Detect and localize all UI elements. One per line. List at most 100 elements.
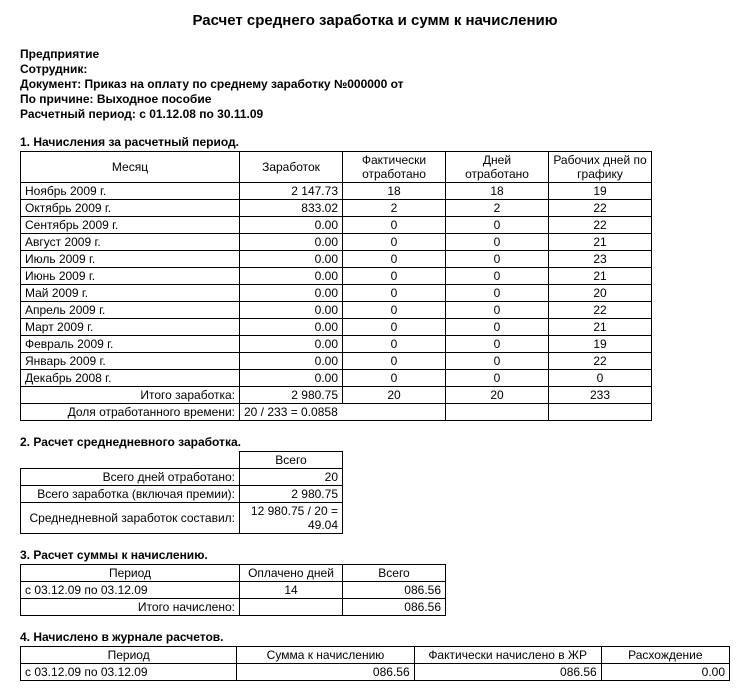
table-row: Всего заработка (включая премии):2 980.7… xyxy=(21,486,343,503)
table-cell: 0.00 xyxy=(240,353,343,370)
table-cell: 0 xyxy=(446,285,549,302)
table-row: Август 2009 г.0.000021 xyxy=(21,234,652,251)
table-row: Всего дней отработано:20 xyxy=(21,469,343,486)
table-cell: 833.02 xyxy=(240,200,343,217)
header-employee: Сотрудник: xyxy=(20,62,730,76)
s1-share-value: 20 / 233 = 0.0858 xyxy=(240,404,446,421)
s4-col-period: Период xyxy=(21,647,237,664)
table-cell: 086.56 xyxy=(343,582,446,599)
s1-total-days: 20 xyxy=(446,387,549,404)
table-cell: Январь 2009 г. xyxy=(21,353,240,370)
table-cell: 2 xyxy=(343,200,446,217)
table-cell: 0.00 xyxy=(240,370,343,387)
table-cell: 0.00 xyxy=(240,302,343,319)
table-cell: 12 980.75 / 20 = 49.04 xyxy=(240,503,343,534)
table-cell: 0 xyxy=(343,336,446,353)
table-cell: 0 xyxy=(343,370,446,387)
table-cell: Май 2009 г. xyxy=(21,285,240,302)
section1-title: 1. Начисления за расчетный период. xyxy=(20,135,730,149)
table-cell: Всего дней отработано: xyxy=(21,469,240,486)
section3-table: Период Оплачено дней Всего с 03.12.09 по… xyxy=(20,564,446,616)
table-cell: 0 xyxy=(343,234,446,251)
table-cell: 0 xyxy=(343,353,446,370)
s1-col-days: Дней отработано xyxy=(446,152,549,183)
table-cell: 18 xyxy=(343,183,446,200)
table-cell: 0.00 xyxy=(240,251,343,268)
s2-col-header: Всего xyxy=(240,452,343,469)
table-cell: 2 147.73 xyxy=(240,183,343,200)
table-cell: Октябрь 2009 г. xyxy=(21,200,240,217)
table-cell: Апрель 2009 г. xyxy=(21,302,240,319)
table-cell: 22 xyxy=(549,217,652,234)
table-cell: 086.56 xyxy=(414,664,601,681)
section4-title: 4. Начислено в журнале расчетов. xyxy=(20,630,730,644)
table-cell: 0 xyxy=(446,217,549,234)
table-cell: 19 xyxy=(549,183,652,200)
s4-col-sum: Сумма к начислению xyxy=(237,647,414,664)
section2-table: Всего Всего дней отработано:20Всего зара… xyxy=(20,451,343,534)
table-row: Среднедневной заработок составил:12 980.… xyxy=(21,503,343,534)
s3-totals-value: 086.56 xyxy=(343,599,446,616)
table-cell: 20 xyxy=(549,285,652,302)
table-cell: 0 xyxy=(446,353,549,370)
table-cell: 0 xyxy=(343,285,446,302)
page-title: Расчет среднего заработка и сумм к начис… xyxy=(20,12,730,29)
table-cell: 0.00 xyxy=(240,268,343,285)
table-cell: 086.56 xyxy=(237,664,414,681)
table-cell: 22 xyxy=(549,353,652,370)
s3-col-total: Всего xyxy=(343,565,446,582)
s1-col-sched: Рабочих дней по графику xyxy=(549,152,652,183)
table-cell: Ноябрь 2009 г. xyxy=(21,183,240,200)
table-row: Июль 2009 г.0.000023 xyxy=(21,251,652,268)
table-row: Май 2009 г.0.000020 xyxy=(21,285,652,302)
table-cell: 2 980.75 xyxy=(240,486,343,503)
table-row: Март 2009 г.0.000021 xyxy=(21,319,652,336)
table-cell: с 03.12.09 по 03.12.09 xyxy=(21,664,237,681)
s4-col-fact: Фактически начислено в ЖР xyxy=(414,647,601,664)
table-cell: 22 xyxy=(549,302,652,319)
table-cell: 0 xyxy=(446,251,549,268)
table-cell: 21 xyxy=(549,234,652,251)
table-cell: Всего заработка (включая премии): xyxy=(21,486,240,503)
table-cell: 0.00 xyxy=(240,217,343,234)
table-cell: 2 xyxy=(446,200,549,217)
section1-table: Месяц Заработок Фактически отработано Дн… xyxy=(20,151,652,421)
table-cell: 0.00 xyxy=(240,234,343,251)
table-cell: Сентябрь 2009 г. xyxy=(21,217,240,234)
table-row: Декабрь 2008 г.0.00000 xyxy=(21,370,652,387)
table-row: Февраль 2009 г.0.000019 xyxy=(21,336,652,353)
table-cell: Среднедневной заработок составил: xyxy=(21,503,240,534)
table-cell: 14 xyxy=(240,582,343,599)
table-cell: Июнь 2009 г. xyxy=(21,268,240,285)
table-cell: 23 xyxy=(549,251,652,268)
table-cell: 0 xyxy=(446,268,549,285)
header-document: Документ: Приказ на оплату по среднему з… xyxy=(20,77,730,91)
s3-totals-label: Итого начислено: xyxy=(21,599,240,616)
table-row: с 03.12.09 по 03.12.0914086.56 xyxy=(21,582,446,599)
table-cell: 18 xyxy=(446,183,549,200)
table-cell: 0 xyxy=(343,302,446,319)
header-enterprise: Предприятие xyxy=(20,47,730,61)
table-cell: 0 xyxy=(446,370,549,387)
table-cell: 20 xyxy=(240,469,343,486)
table-cell: 0.00 xyxy=(240,285,343,302)
table-cell: 0 xyxy=(343,319,446,336)
s1-total-sched: 233 xyxy=(549,387,652,404)
table-cell: 0 xyxy=(343,251,446,268)
table-cell: 0 xyxy=(446,234,549,251)
s4-col-diff: Расхождение xyxy=(601,647,729,664)
table-cell: 0 xyxy=(446,336,549,353)
table-cell: 0.00 xyxy=(240,319,343,336)
s1-total-earn: 2 980.75 xyxy=(240,387,343,404)
table-cell: 21 xyxy=(549,319,652,336)
s1-col-earn: Заработок xyxy=(240,152,343,183)
table-cell: 0.00 xyxy=(240,336,343,353)
s1-total-fact: 20 xyxy=(343,387,446,404)
table-cell: Июль 2009 г. xyxy=(21,251,240,268)
table-cell: с 03.12.09 по 03.12.09 xyxy=(21,582,240,599)
s1-col-fact: Фактически отработано xyxy=(343,152,446,183)
s1-col-month: Месяц xyxy=(21,152,240,183)
s1-share-label: Доля отработанного времени: xyxy=(21,404,240,421)
table-row: Апрель 2009 г.0.000022 xyxy=(21,302,652,319)
table-cell: Февраль 2009 г. xyxy=(21,336,240,353)
